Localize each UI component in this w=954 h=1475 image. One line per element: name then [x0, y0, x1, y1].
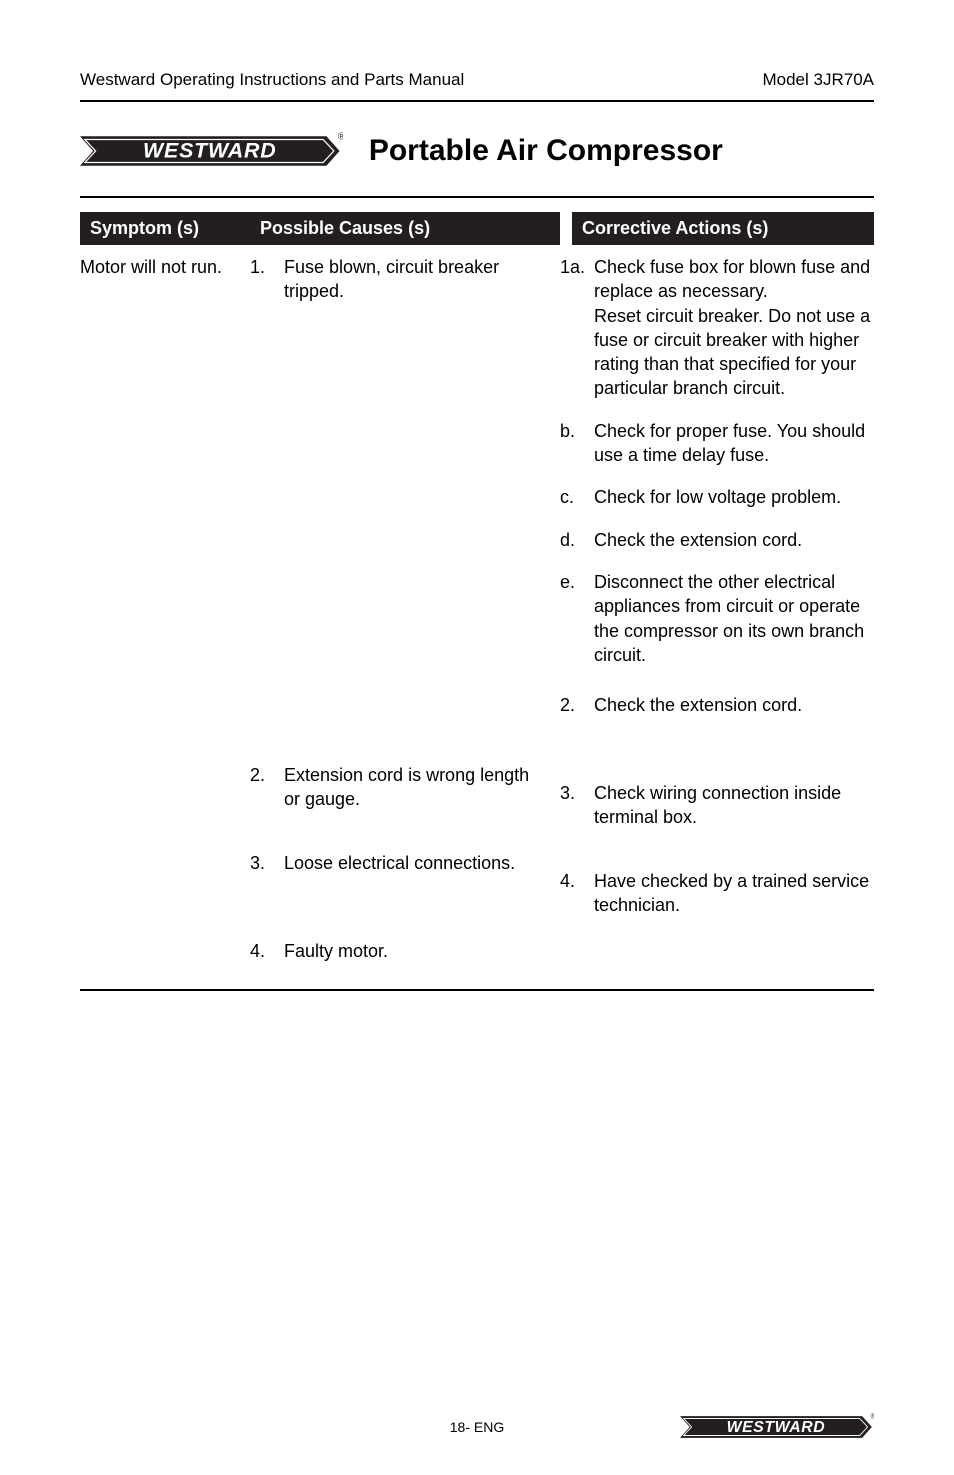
cause-item: 2. Extension cord is wrong length or gau…: [250, 763, 550, 833]
corr-text: Check for proper fuse. You should use a …: [594, 419, 874, 468]
corrective-item: c. Check for low voltage problem.: [560, 485, 874, 509]
corrective-item: 4. Have checked by a trained service tec…: [560, 869, 874, 918]
rule-under-title: [80, 196, 874, 198]
corr-text: Disconnect the other electrical applianc…: [594, 570, 874, 667]
corrective-item: 1a. Check fuse box for blown fuse and re…: [560, 255, 874, 401]
col-header-corrective: Corrective Actions (s): [572, 212, 874, 245]
corrective-item: 2. Check the extension cord.: [560, 693, 874, 763]
running-header: Westward Operating Instructions and Part…: [80, 70, 874, 90]
svg-text:WESTWARD: WESTWARD: [143, 139, 276, 163]
rule-top: [80, 100, 874, 102]
page-number: 18- ENG: [450, 1419, 504, 1435]
causes-cell: 1. Fuse blown, circuit breaker tripped. …: [250, 255, 560, 981]
cause-text: Fuse blown, circuit breaker tripped.: [284, 255, 550, 745]
table-header: Symptom (s) Possible Causes (s) Correcti…: [80, 212, 874, 245]
westward-logo: WESTWARD ®: [80, 128, 343, 174]
corrective-item: e. Disconnect the other electrical appli…: [560, 570, 874, 667]
col-header-causes: Possible Causes (s): [250, 212, 560, 245]
corrective-cell: 1a. Check fuse box for blown fuse and re…: [560, 255, 874, 981]
svg-text:®: ®: [338, 132, 343, 143]
cause-num: 4.: [250, 939, 284, 963]
corr-text: Check for low voltage problem.: [594, 485, 874, 509]
corr-num: d.: [560, 528, 594, 552]
header-right: Model 3JR70A: [762, 70, 874, 90]
cause-num: 3.: [250, 851, 284, 921]
header-left: Westward Operating Instructions and Part…: [80, 70, 464, 90]
cause-text: Faulty motor.: [284, 939, 550, 963]
corr-text: Check fuse box for blown fuse and replac…: [594, 255, 874, 401]
cause-text: Loose electrical connections.: [284, 851, 550, 921]
corr-num: 3.: [560, 781, 594, 851]
corr-num: b.: [560, 419, 594, 468]
corr-num: 4.: [560, 869, 594, 918]
svg-text:®: ®: [870, 1412, 874, 1421]
symptom-cell: Motor will not run.: [80, 255, 250, 981]
rule-bottom-table: [80, 989, 874, 991]
cause-item: 3. Loose electrical connections.: [250, 851, 550, 921]
corr-num: 2.: [560, 693, 594, 763]
corr-text: Check the extension cord.: [594, 693, 874, 763]
page-title: Portable Air Compressor: [369, 134, 723, 168]
page: Westward Operating Instructions and Part…: [0, 0, 954, 1475]
cause-num: 1.: [250, 255, 284, 745]
cause-item: 1. Fuse blown, circuit breaker tripped.: [250, 255, 550, 745]
corr-text: Check wiring connection inside terminal …: [594, 781, 874, 851]
corr-text: Have checked by a trained service techni…: [594, 869, 874, 918]
cause-text: Extension cord is wrong length or gauge.: [284, 763, 550, 833]
corr-text: Check the extension cord.: [594, 528, 874, 552]
col-header-symptom: Symptom (s): [80, 212, 250, 245]
title-row: WESTWARD ® Portable Air Compressor: [80, 128, 874, 174]
table-body: Motor will not run. 1. Fuse blown, circu…: [80, 245, 874, 981]
cause-num: 2.: [250, 763, 284, 833]
cause-item: 4. Faulty motor.: [250, 939, 550, 963]
corrective-item: b. Check for proper fuse. You should use…: [560, 419, 874, 468]
corr-num: 1a.: [560, 255, 594, 401]
corrective-item: d. Check the extension cord.: [560, 528, 874, 552]
corrective-item: 3. Check wiring connection inside termin…: [560, 781, 874, 851]
footer: 18- ENG WESTWARD ®: [80, 1389, 874, 1435]
corr-num: e.: [560, 570, 594, 667]
svg-text:WESTWARD: WESTWARD: [726, 1419, 825, 1436]
westward-logo-footer: WESTWARD ®: [680, 1410, 874, 1444]
corr-num: c.: [560, 485, 594, 509]
